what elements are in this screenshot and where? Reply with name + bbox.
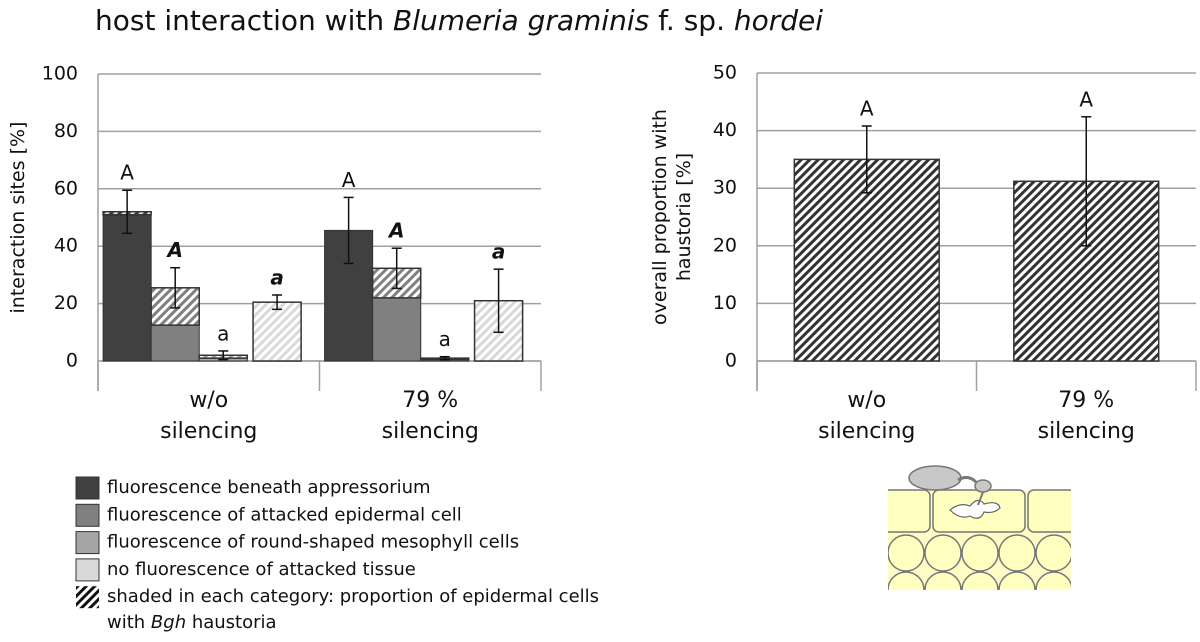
error-bar bbox=[122, 189, 133, 235]
y-axis-label: interaction sites [%] bbox=[7, 122, 29, 314]
y-axis-label-line: haustoria [%] bbox=[673, 153, 695, 281]
y-tick-label: 20 bbox=[713, 234, 737, 256]
error-bar bbox=[391, 247, 402, 290]
y-tick-label: 0 bbox=[725, 350, 737, 372]
legend-swatch bbox=[76, 586, 99, 609]
x-tick-label: 79 % bbox=[402, 388, 458, 413]
error-bar bbox=[343, 196, 354, 265]
bar-shaded-segment bbox=[252, 301, 302, 362]
legend-label-part: Bgh bbox=[151, 612, 186, 633]
error-bar bbox=[218, 350, 229, 361]
y-tick-label: 40 bbox=[713, 119, 737, 141]
error-bar bbox=[493, 268, 504, 334]
legend-label: no fluorescence of attacked tissue bbox=[107, 559, 416, 580]
y-tick-label: 0 bbox=[66, 350, 78, 372]
y-tick-label: 30 bbox=[713, 177, 737, 199]
bar-segment bbox=[102, 214, 152, 362]
significance-letter: A bbox=[342, 168, 356, 192]
y-tick-label: 60 bbox=[54, 177, 78, 199]
title-part: hordei bbox=[734, 4, 823, 37]
error-bar bbox=[439, 355, 450, 361]
y-tick-label: 100 bbox=[42, 63, 78, 85]
significance-letter: A bbox=[1079, 87, 1093, 111]
title-part: Blumeria graminis bbox=[393, 4, 649, 37]
significance-letter: A bbox=[165, 238, 182, 262]
legend-label: shaded in each category: proportion of e… bbox=[107, 586, 599, 607]
error-bar bbox=[1081, 116, 1092, 247]
y-axis-label-line: overall proportion with bbox=[649, 109, 671, 325]
significance-letter: a bbox=[270, 265, 284, 289]
significance-letter: A bbox=[120, 161, 134, 185]
error-bar bbox=[272, 294, 283, 311]
y-axis-label-line: interaction sites [%] bbox=[7, 122, 29, 314]
y-tick-label: 20 bbox=[54, 292, 78, 314]
y-tick-label: 50 bbox=[713, 62, 737, 84]
x-tick-label: silencing bbox=[1038, 419, 1135, 444]
x-tick-label: 79 % bbox=[1058, 388, 1114, 413]
x-tick-label: w/o bbox=[189, 388, 228, 413]
significance-letter: a bbox=[492, 240, 506, 264]
y-tick-label: 80 bbox=[54, 120, 78, 142]
significance-letter: A bbox=[860, 96, 874, 120]
significance-letter: a bbox=[439, 327, 451, 351]
significance-letter: a bbox=[217, 321, 229, 345]
legend-swatch bbox=[75, 558, 100, 582]
legend-label: fluorescence of round-shaped mesophyll c… bbox=[107, 532, 519, 553]
legend-label-part: haustoria bbox=[186, 612, 276, 633]
y-axis-label: overall proportion with haustoria [%] bbox=[649, 109, 695, 325]
y-tick-label: 10 bbox=[713, 292, 737, 314]
legend-label: with Bgh haustoria bbox=[107, 612, 277, 633]
significance-letter: A bbox=[387, 219, 404, 243]
legend-label: fluorescence beneath appressorium bbox=[107, 477, 431, 498]
illustration bbox=[888, 465, 1071, 590]
legend-swatch bbox=[75, 503, 100, 527]
x-tick-label: silencing bbox=[382, 419, 479, 444]
bar-segment bbox=[372, 297, 422, 362]
title-part: host interaction with bbox=[95, 4, 393, 37]
error-bar bbox=[861, 125, 872, 194]
legend-swatch bbox=[75, 531, 100, 555]
error-bar bbox=[170, 266, 181, 309]
legend-label-part: with bbox=[107, 612, 151, 633]
figure-title: host interaction with Blumeria graminis … bbox=[95, 4, 823, 37]
y-tick-label: 40 bbox=[54, 235, 78, 257]
x-tick-label: w/o bbox=[847, 388, 886, 413]
legend-swatch bbox=[75, 476, 100, 500]
x-tick-label: silencing bbox=[818, 419, 915, 444]
x-tick-label: silencing bbox=[160, 419, 257, 444]
bar-segment bbox=[150, 324, 200, 362]
legend-label: fluorescence of attacked epidermal cell bbox=[107, 504, 462, 525]
title-part: f. sp. bbox=[649, 4, 734, 37]
